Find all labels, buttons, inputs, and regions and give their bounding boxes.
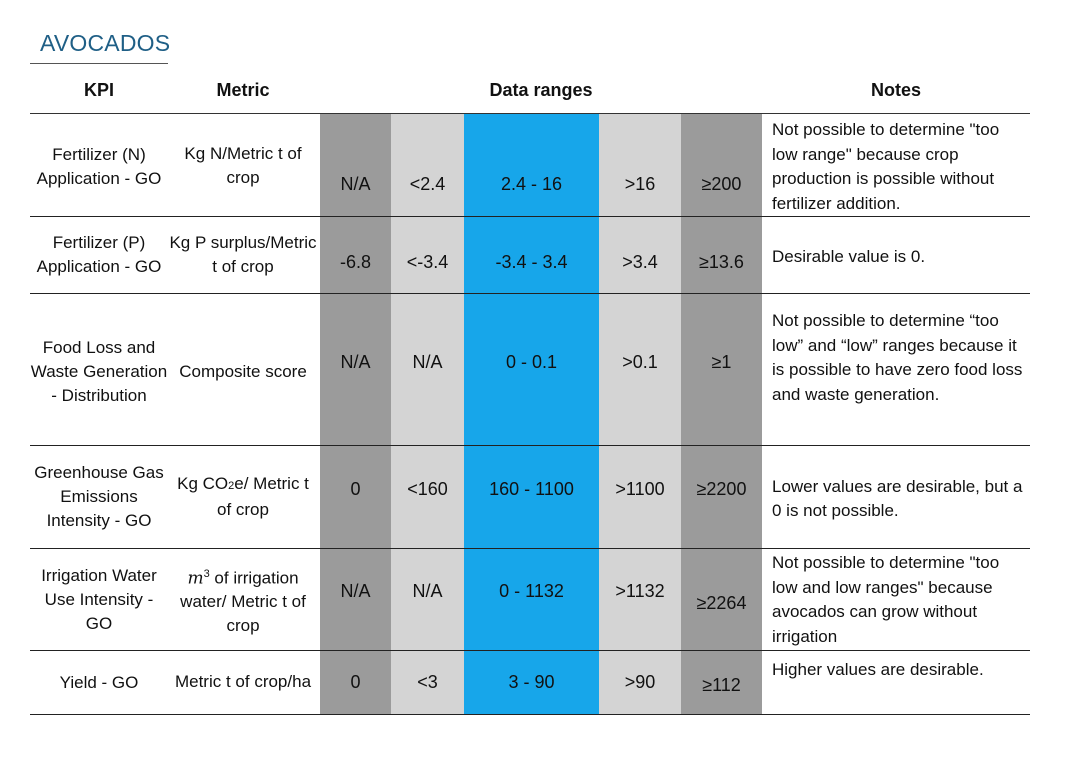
- range-value-target: 160 - 1100: [489, 478, 574, 499]
- row-divider: [30, 293, 1030, 294]
- range-value: >90: [624, 671, 656, 692]
- metric-cell: m3 of irrigation water/ Metric t of crop: [168, 563, 318, 637]
- range-value: >1100: [615, 478, 665, 499]
- metric-cell: Composite score: [179, 362, 307, 381]
- metric-text: m: [187, 568, 204, 589]
- kpi-cell: Food Loss and Waste Generation - Distrib…: [30, 338, 168, 405]
- metric-text: Kg CO: [177, 474, 229, 493]
- range-value-target: 0 - 0.1: [505, 351, 558, 372]
- page-title: AVOCADOS: [40, 30, 171, 56]
- range-value: ≥2200: [696, 478, 747, 499]
- row-divider: [30, 650, 1030, 651]
- range-value: N/A: [340, 351, 371, 372]
- range-value: ≥1: [711, 351, 732, 372]
- note-cell: Desirable value is 0.: [772, 246, 926, 266]
- range-value: <3: [417, 671, 438, 692]
- range-value: -6.8: [339, 251, 372, 272]
- metric-subscript: 2: [228, 480, 235, 492]
- band-column-target: [464, 114, 599, 715]
- kpi-cell: Fertilizer (P) Application - GO: [36, 233, 162, 276]
- metric-text: of irrigation water/ Metric t of crop: [180, 568, 306, 636]
- metric-cell: Metric t of crop/ha: [174, 672, 312, 691]
- range-value: >3.4: [622, 251, 658, 272]
- range-value-target: -3.4 - 3.4: [495, 251, 568, 272]
- range-value-target: 2.4 - 16: [500, 173, 563, 194]
- metric-cell: Kg N/Metric t of crop: [184, 144, 302, 187]
- range-value: 0: [350, 671, 361, 692]
- range-value: N/A: [412, 351, 443, 372]
- band-column-1: [320, 114, 391, 715]
- band-column-2: [391, 114, 464, 715]
- note-cell: Lower values are desirable, but a 0 is n…: [772, 476, 1023, 521]
- range-value: ≥112: [702, 674, 741, 695]
- header-data-ranges: Data ranges: [489, 79, 593, 100]
- note-cell: Not possible to determine "too low and l…: [772, 553, 1000, 646]
- range-value: ≥200: [701, 173, 742, 194]
- kpi-cell: Greenhouse Gas Emissions Intensity - GO: [34, 463, 164, 530]
- row-divider: [30, 445, 1030, 446]
- header-metric: Metric: [216, 79, 270, 100]
- title-underline: [30, 63, 168, 64]
- header-notes: Notes: [870, 79, 921, 100]
- note-cell: Not possible to determine “too low” and …: [772, 311, 1023, 404]
- metric-superscript: 3: [203, 567, 210, 580]
- range-value: ≥13.6: [699, 251, 744, 272]
- kpi-cell: Yield - GO: [59, 673, 139, 692]
- range-value: >1132: [615, 580, 665, 601]
- metric-cell: Kg P surplus/Metric t of crop: [169, 233, 317, 276]
- kpi-cell: Fertilizer (N) Application - GO: [36, 145, 162, 188]
- row-divider: [30, 548, 1030, 549]
- range-value: 0: [350, 478, 361, 499]
- range-value: N/A: [412, 580, 443, 601]
- range-value: >16: [624, 173, 656, 194]
- header-kpi: KPI: [83, 79, 114, 100]
- range-value: >0.1: [622, 351, 658, 372]
- metric-text: e/ Metric t of crop: [217, 474, 309, 519]
- header-divider: [30, 113, 1030, 114]
- range-value: <2.4: [409, 173, 446, 194]
- range-value: <160: [407, 478, 448, 499]
- note-cell: Higher values are desirable.: [772, 659, 984, 679]
- table-bottom-rule: [30, 714, 1030, 715]
- band-column-5: [681, 114, 762, 715]
- row-divider: [30, 216, 1030, 217]
- note-cell: Not possible to determine "too low range…: [772, 120, 1000, 213]
- range-value: <-3.4: [406, 251, 449, 272]
- range-value-target: 0 - 1132: [499, 580, 564, 601]
- range-value: ≥2264: [696, 592, 747, 613]
- kpi-cell: Irrigation Water Use Intensity - GO: [41, 566, 157, 633]
- band-column-4: [599, 114, 681, 715]
- range-value: N/A: [340, 173, 371, 194]
- metric-cell: Kg CO2e/ Metric t of crop: [168, 470, 318, 524]
- range-value: N/A: [340, 580, 371, 601]
- range-value-target: 3 - 90: [508, 671, 555, 692]
